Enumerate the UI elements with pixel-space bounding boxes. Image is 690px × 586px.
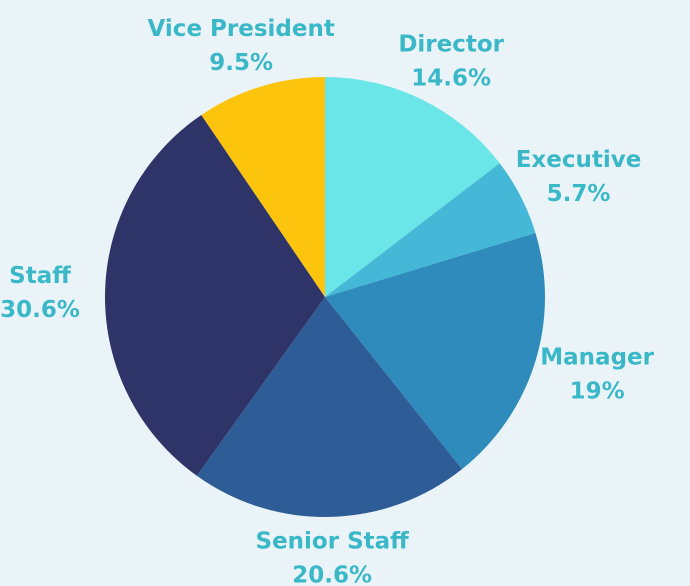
slice-value: 14.6%	[411, 66, 491, 92]
slice-label: Manager	[540, 344, 654, 370]
pie-slice	[104, 115, 326, 476]
slice-value: 30.6%	[0, 297, 80, 323]
slice-label: Staff	[9, 263, 71, 289]
slice-value: 5.7%	[547, 181, 611, 207]
slice-label: Vice President	[148, 16, 335, 42]
pie-slice	[201, 77, 325, 297]
pie-slice	[196, 297, 463, 517]
pie-slice	[325, 163, 536, 297]
pie-slice	[325, 77, 500, 297]
slice-label: Executive	[516, 147, 642, 173]
slice-label: Senior Staff	[256, 528, 410, 554]
slice-label: Director	[398, 32, 504, 58]
slice-value: 9.5%	[209, 50, 273, 76]
slice-value: 19%	[570, 378, 625, 404]
slice-value: 20.6%	[292, 562, 372, 586]
pie-slice	[325, 232, 545, 470]
